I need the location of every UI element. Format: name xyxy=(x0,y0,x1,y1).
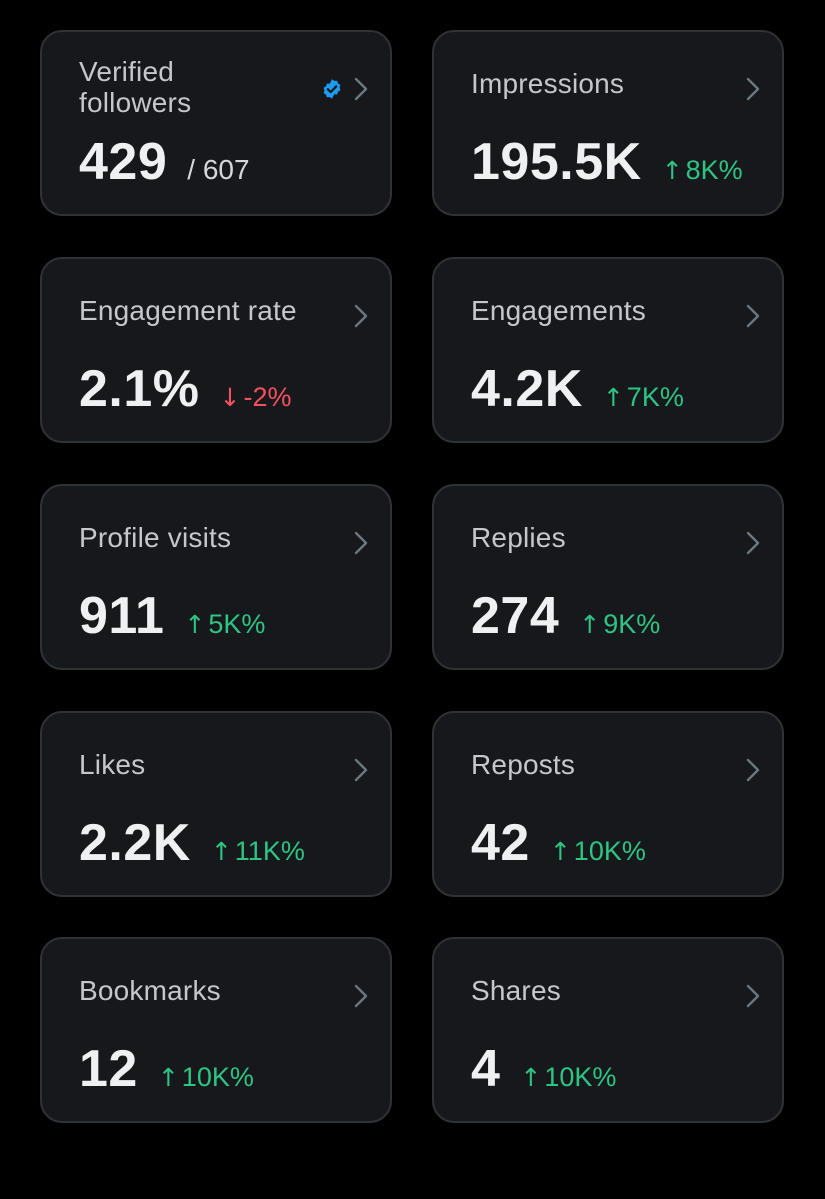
metric-delta-value: 9K% xyxy=(603,609,661,639)
metric-value-row: 42 ↑ 10K% xyxy=(471,813,646,873)
metric-value: 42 xyxy=(471,814,530,872)
metric-delta-value: 5K% xyxy=(208,609,266,639)
metric-value: 429 xyxy=(79,133,168,191)
metric-value: 2.1% xyxy=(79,360,200,418)
metric-value-row: 195.5K ↑ 8K% xyxy=(471,132,743,192)
metric-delta: ↑ 5K% xyxy=(184,609,265,640)
chevron-right-icon xyxy=(746,531,760,555)
metric-delta-value: -2% xyxy=(243,382,292,412)
arrow-up-icon: ↑ xyxy=(602,383,624,412)
arrow-up-icon: ↑ xyxy=(549,837,571,866)
chevron-right-icon xyxy=(354,77,368,101)
metric-card-shares[interactable]: Shares 4 ↑ 10K% xyxy=(432,937,784,1123)
arrow-up-icon: ↑ xyxy=(661,156,683,185)
metric-value-row: 911 ↑ 5K% xyxy=(79,586,265,646)
metric-delta: ↑ 10K% xyxy=(550,836,646,867)
verified-badge-icon xyxy=(323,79,341,99)
metric-delta: ↑ 7K% xyxy=(603,382,684,413)
metric-card-impressions[interactable]: Impressions 195.5K ↑ 8K% xyxy=(432,30,784,216)
chevron-right-icon xyxy=(354,758,368,782)
metric-delta: ↑ 9K% xyxy=(579,609,660,640)
chevron-right-icon xyxy=(354,531,368,555)
metric-value: 4.2K xyxy=(471,360,583,418)
metric-value-row: 4 ↑ 10K% xyxy=(471,1039,616,1099)
metric-delta: ↑ 8K% xyxy=(662,155,743,186)
metric-delta-value: 7K% xyxy=(626,382,684,412)
metric-label: Engagement rate xyxy=(79,295,297,326)
metric-card-likes[interactable]: Likes 2.2K ↑ 11K% xyxy=(40,711,392,897)
metric-card-engagements[interactable]: Engagements 4.2K ↑ 7K% xyxy=(432,257,784,443)
metric-label: Verified followers xyxy=(79,56,192,118)
metric-label: Impressions xyxy=(471,68,625,99)
metric-value: 12 xyxy=(79,1040,138,1098)
metric-label: Bookmarks xyxy=(79,975,221,1006)
chevron-right-icon xyxy=(746,758,760,782)
metric-label: Engagements xyxy=(471,295,646,326)
metric-label: Reposts xyxy=(471,749,576,780)
metric-delta-value: 10K% xyxy=(573,836,646,866)
metric-delta: ↑ 10K% xyxy=(158,1062,254,1093)
metric-value: 195.5K xyxy=(471,133,642,191)
metric-value: 911 xyxy=(79,587,165,645)
arrow-up-icon: ↑ xyxy=(520,1063,542,1092)
metric-delta-value: 11K% xyxy=(234,836,305,866)
metric-value-row: 2.1% ↓ -2% xyxy=(79,359,292,419)
metric-label: Profile visits xyxy=(79,522,232,553)
metric-value: 274 xyxy=(471,587,560,645)
chevron-right-icon xyxy=(746,984,760,1008)
metric-delta: ↑ 11K% xyxy=(211,836,305,867)
metric-card-reposts[interactable]: Reposts 42 ↑ 10K% xyxy=(432,711,784,897)
arrow-up-icon: ↑ xyxy=(210,837,232,866)
metric-value-row: 4.2K ↑ 7K% xyxy=(471,359,684,419)
metric-value: 2.2K xyxy=(79,814,191,872)
metric-card-profile-visits[interactable]: Profile visits 911 ↑ 5K% xyxy=(40,484,392,670)
arrow-down-icon: ↓ xyxy=(219,383,241,412)
metric-total: / 607 xyxy=(187,154,250,185)
metric-value: 4 xyxy=(471,1040,501,1098)
chevron-right-icon xyxy=(746,77,760,101)
chevron-right-icon xyxy=(746,304,760,328)
metric-value-row: 2.2K ↑ 11K% xyxy=(79,813,305,873)
metric-card-replies[interactable]: Replies 274 ↑ 9K% xyxy=(432,484,784,670)
metric-label: Likes xyxy=(79,749,146,780)
chevron-right-icon xyxy=(354,304,368,328)
metric-delta: ↓ -2% xyxy=(220,382,292,413)
metric-card-verified-followers[interactable]: Verified followers 429 / 607 xyxy=(40,30,392,216)
metric-value-row: 12 ↑ 10K% xyxy=(79,1039,254,1099)
metric-delta-value: 8K% xyxy=(685,155,743,185)
arrow-up-icon: ↑ xyxy=(157,1063,179,1092)
arrow-up-icon: ↑ xyxy=(184,610,206,639)
metric-value-row: 429 / 607 xyxy=(79,132,250,192)
metric-delta: ↑ 10K% xyxy=(520,1062,616,1093)
metric-card-engagement-rate[interactable]: Engagement rate 2.1% ↓ -2% xyxy=(40,257,392,443)
metric-delta-value: 10K% xyxy=(181,1062,254,1092)
metric-value-row: 274 ↑ 9K% xyxy=(471,586,660,646)
metric-label: Shares xyxy=(471,975,561,1006)
chevron-right-icon xyxy=(354,984,368,1008)
metric-card-bookmarks[interactable]: Bookmarks 12 ↑ 10K% xyxy=(40,937,392,1123)
arrow-up-icon: ↑ xyxy=(579,610,601,639)
metric-label: Replies xyxy=(471,522,566,553)
metric-delta-value: 10K% xyxy=(544,1062,617,1092)
